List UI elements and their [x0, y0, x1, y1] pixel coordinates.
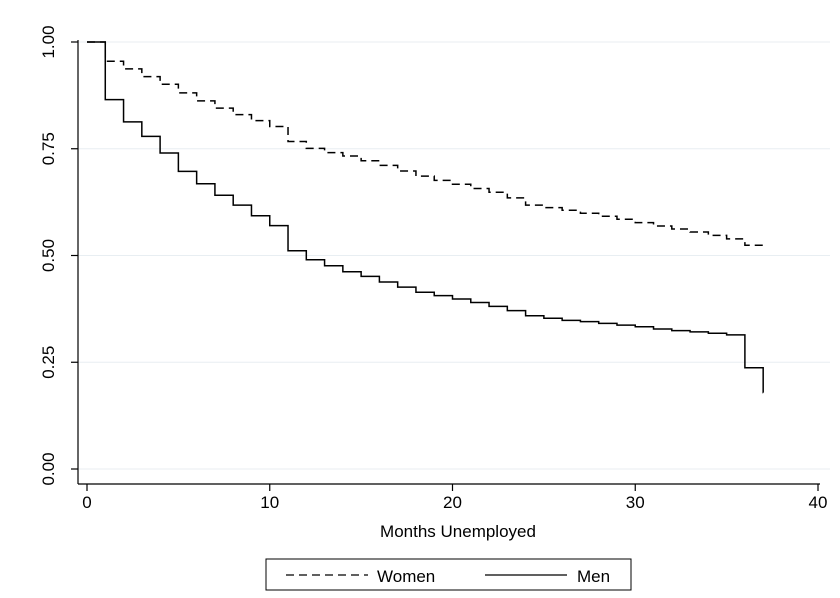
- legend-label-women: Women: [377, 567, 435, 586]
- y-tick-label-4: 1.00: [39, 25, 58, 58]
- x-tick-label-1: 10: [260, 493, 279, 512]
- x-axis-label: Months Unemployed: [380, 522, 536, 541]
- series-lines: [87, 41, 764, 394]
- series-line-women: [87, 41, 764, 250]
- x-tick-label-2: 20: [443, 493, 462, 512]
- y-tick-label-2: 0.50: [39, 239, 58, 272]
- legend: Women Men: [265, 558, 632, 591]
- x-tick-label-0: 0: [82, 493, 91, 512]
- y-tick-label-0: 0.00: [39, 452, 58, 485]
- y-tick-label-3: 0.75: [39, 132, 58, 165]
- legend-label-men: Men: [577, 567, 610, 586]
- y-tick-label-1: 0.25: [39, 346, 58, 379]
- x-tick-label-3: 30: [626, 493, 645, 512]
- gridlines: [78, 41, 830, 470]
- axes: 0.00 0.25 0.50 0.75 1.00 0 10 20 30 40: [39, 25, 827, 512]
- x-tick-label-4: 40: [809, 493, 828, 512]
- series-line-men: [87, 41, 764, 394]
